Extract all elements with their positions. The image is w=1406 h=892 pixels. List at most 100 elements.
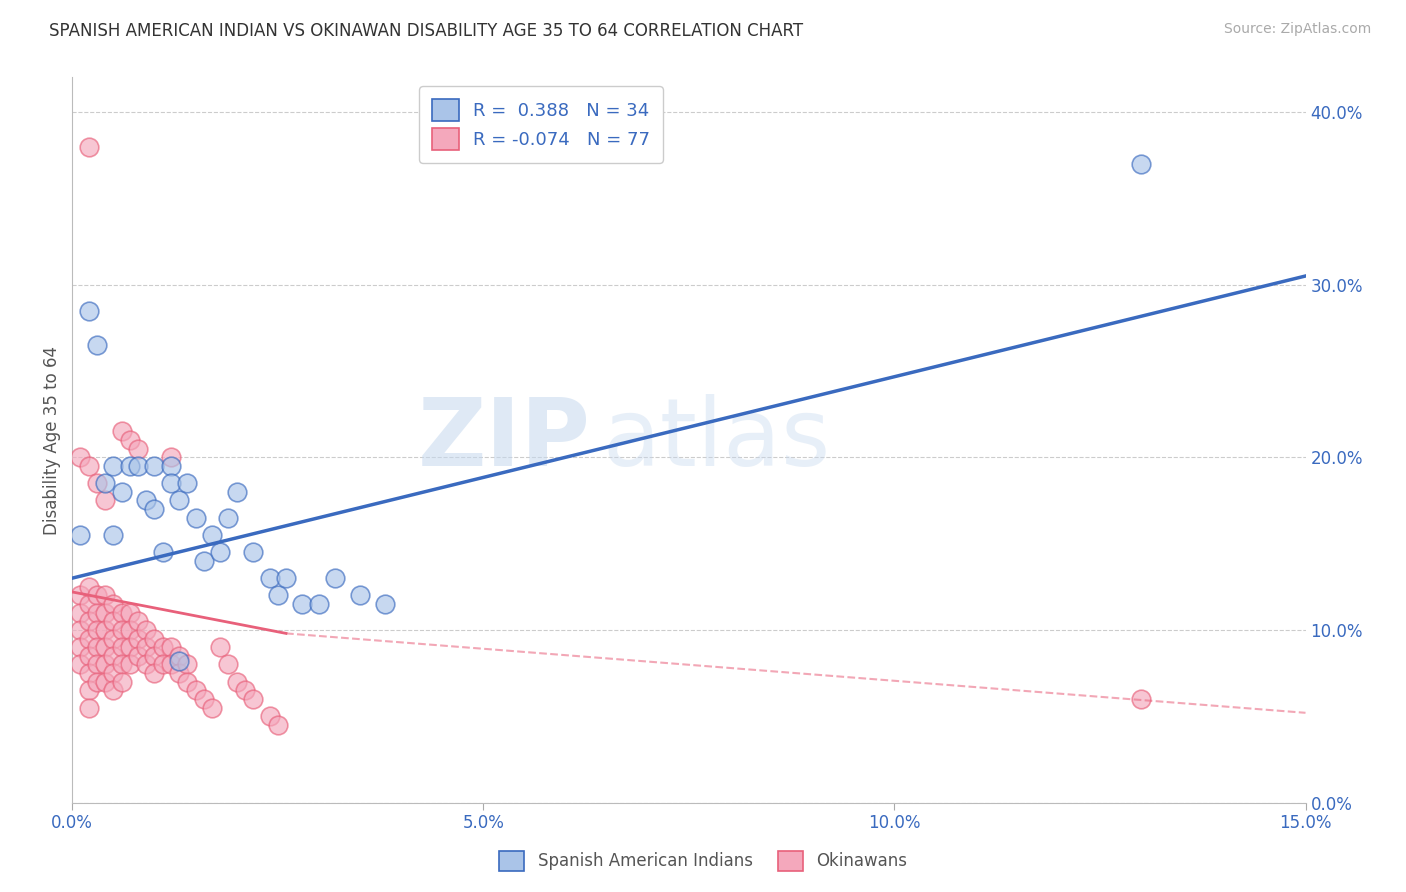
Point [267, 718, 290, 732]
Point [217, 657, 239, 672]
Point [86, 338, 108, 352]
Point [308, 597, 330, 611]
Point [77, 580, 100, 594]
Point [167, 654, 190, 668]
Point [69, 588, 91, 602]
Point [217, 510, 239, 524]
Point [1130, 692, 1153, 706]
Point [127, 648, 149, 663]
Point [152, 657, 174, 672]
Point [77, 648, 100, 663]
Point [143, 666, 166, 681]
Point [103, 528, 125, 542]
Point [160, 657, 183, 672]
Y-axis label: Disability Age 35 to 64: Disability Age 35 to 64 [44, 345, 60, 534]
Point [325, 571, 347, 585]
Point [135, 493, 157, 508]
Point [118, 433, 141, 447]
Point [94, 674, 117, 689]
Point [69, 606, 91, 620]
Point [209, 640, 232, 655]
Point [86, 657, 108, 672]
Point [160, 476, 183, 491]
Point [135, 623, 157, 637]
Point [176, 476, 198, 491]
Point [201, 528, 224, 542]
Point [176, 657, 198, 672]
Point [201, 700, 224, 714]
Point [94, 606, 117, 620]
Point [94, 476, 117, 491]
Point [86, 640, 108, 655]
Point [94, 623, 117, 637]
Point [127, 458, 149, 473]
Point [118, 623, 141, 637]
Point [242, 545, 264, 559]
Point [118, 640, 141, 655]
Point [143, 648, 166, 663]
Legend: Spanish American Indians, Okinawans: Spanish American Indians, Okinawans [491, 842, 915, 880]
Point [160, 450, 183, 465]
Point [160, 640, 183, 655]
Point [86, 476, 108, 491]
Point [77, 666, 100, 681]
Point [86, 623, 108, 637]
Point [118, 606, 141, 620]
Point [259, 571, 281, 585]
Point [69, 450, 91, 465]
Point [143, 632, 166, 646]
Point [94, 588, 117, 602]
Point [110, 425, 132, 439]
Point [193, 554, 215, 568]
Point [259, 709, 281, 723]
Point [274, 571, 297, 585]
Point [69, 623, 91, 637]
Point [184, 510, 207, 524]
Point [86, 606, 108, 620]
Point [233, 683, 256, 698]
Point [152, 545, 174, 559]
Point [110, 657, 132, 672]
Text: ZIP: ZIP [418, 394, 591, 486]
Point [160, 458, 183, 473]
Point [110, 606, 132, 620]
Point [69, 528, 91, 542]
Point [77, 615, 100, 629]
Point [103, 615, 125, 629]
Point [103, 632, 125, 646]
Text: Source: ZipAtlas.com: Source: ZipAtlas.com [1223, 22, 1371, 37]
Point [176, 674, 198, 689]
Point [77, 683, 100, 698]
Point [69, 640, 91, 655]
Point [118, 657, 141, 672]
Text: atlas: atlas [603, 394, 831, 486]
Legend: R =  0.388   N = 34, R = -0.074   N = 77: R = 0.388 N = 34, R = -0.074 N = 77 [419, 87, 662, 163]
Point [103, 458, 125, 473]
Point [167, 493, 190, 508]
Point [127, 615, 149, 629]
Point [69, 657, 91, 672]
Point [103, 683, 125, 698]
Point [184, 683, 207, 698]
Point [103, 597, 125, 611]
Point [86, 674, 108, 689]
Point [193, 692, 215, 706]
Point [167, 648, 190, 663]
Point [118, 458, 141, 473]
Point [110, 484, 132, 499]
Point [135, 657, 157, 672]
Point [110, 623, 132, 637]
Point [94, 657, 117, 672]
Point [94, 493, 117, 508]
Point [349, 588, 371, 602]
Point [225, 484, 247, 499]
Point [77, 139, 100, 153]
Point [77, 632, 100, 646]
Text: SPANISH AMERICAN INDIAN VS OKINAWAN DISABILITY AGE 35 TO 64 CORRELATION CHART: SPANISH AMERICAN INDIAN VS OKINAWAN DISA… [49, 22, 803, 40]
Point [110, 674, 132, 689]
Point [167, 666, 190, 681]
Point [127, 632, 149, 646]
Point [135, 640, 157, 655]
Point [267, 588, 290, 602]
Point [86, 588, 108, 602]
